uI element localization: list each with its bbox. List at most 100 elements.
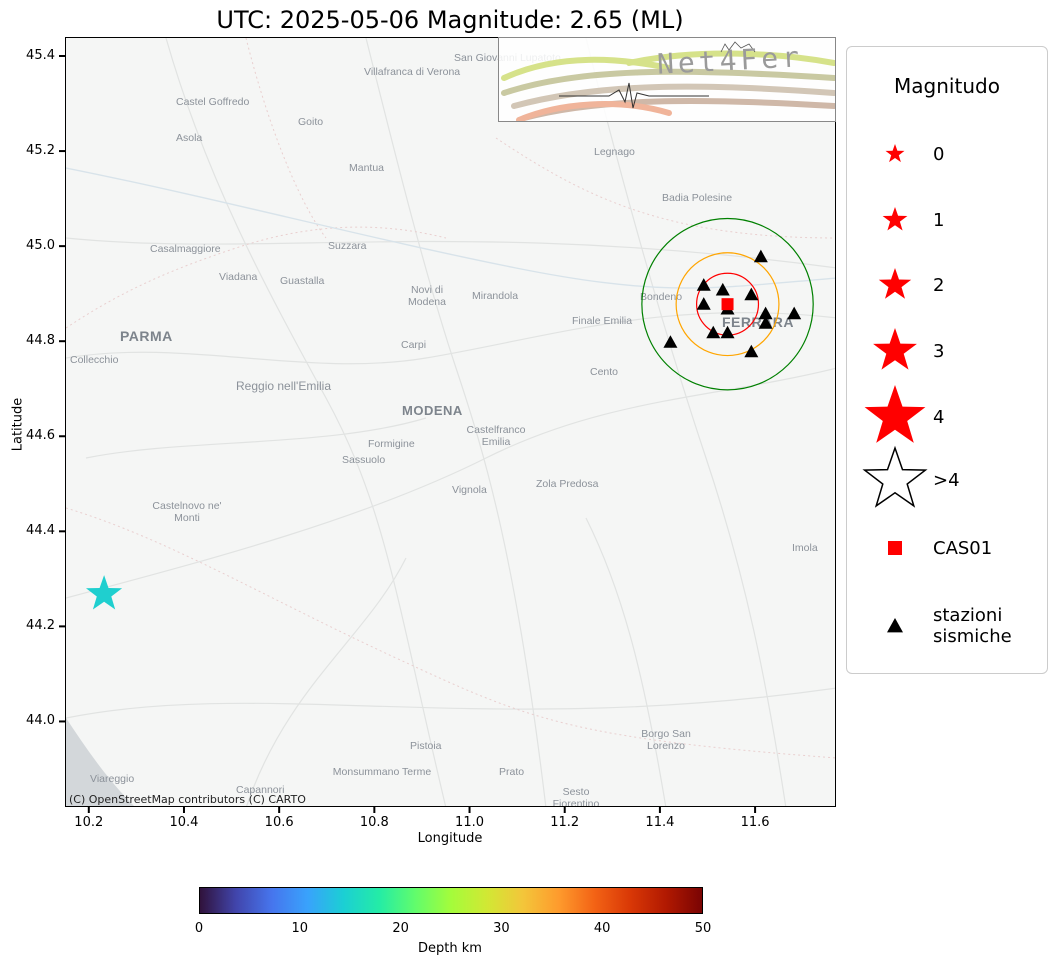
map-label: Suzzara <box>328 240 367 252</box>
y-tick-label: 45.2 <box>26 143 55 159</box>
legend-star-icon <box>882 207 908 231</box>
legend-item-label: CAS01 <box>933 537 993 559</box>
legend-item-label: 2 <box>933 274 945 296</box>
x-tick-label: 10.4 <box>169 815 199 830</box>
colorbar-tick-label: 30 <box>493 921 510 936</box>
net4fer-logo: Net4Fer <box>498 37 836 122</box>
legend-star-icon <box>878 268 912 299</box>
map-label: Goito <box>298 116 324 128</box>
colorbar-tick-label: 50 <box>694 921 712 936</box>
x-tick-label: 11.0 <box>455 815 484 830</box>
seismic-station-marker <box>758 306 773 320</box>
seismic-station-marker <box>663 335 678 348</box>
map-label: Viareggio <box>90 773 135 785</box>
legend-star-icon <box>885 144 905 163</box>
map-label: Formigine <box>368 438 415 450</box>
seismic-overlay <box>86 217 814 610</box>
seismic-station-marker <box>753 249 768 263</box>
seismic-station-marker <box>787 306 802 320</box>
seismic-station-marker <box>715 282 730 296</box>
x-tick-label: 10.6 <box>264 815 294 830</box>
legend-symbols <box>862 144 928 633</box>
x-tick-label: 10.2 <box>74 815 104 830</box>
map-label: MODENA <box>402 403 463 418</box>
legend-item-label: 3 <box>933 340 945 362</box>
basemap-roads <box>66 38 835 806</box>
map-label: Borgo San Lorenzo <box>641 728 691 752</box>
map-label: Zola Predosa <box>536 478 599 490</box>
distance-ring <box>641 217 814 391</box>
depth-colorbar <box>199 887 703 914</box>
map-label: PARMA <box>120 328 173 344</box>
y-axis-label: Latitude <box>10 397 26 452</box>
legend <box>846 46 1048 674</box>
seismic-station-marker <box>758 316 773 329</box>
seismic-station-marker <box>744 287 759 301</box>
map-label: Viadana <box>219 271 258 283</box>
colorbar-tick-label: 10 <box>291 921 309 936</box>
map-label: Sesto Fiorentino <box>552 786 600 807</box>
y-tick-label: 45.4 <box>26 48 55 63</box>
seismic-station-marker <box>720 325 735 339</box>
seismic-station-marker <box>706 325 721 339</box>
map-title: UTC: 2025-05-06 Magnitude: 2.65 (ML) <box>216 6 684 34</box>
legend-star-icon <box>864 385 926 443</box>
map-label: Finale Emilia <box>572 315 633 327</box>
legend-item-label: 4 <box>933 406 945 428</box>
y-tick-label: 44.4 <box>26 523 55 539</box>
y-tick-label: 44.0 <box>26 713 55 729</box>
map-label: Prato <box>499 766 525 778</box>
map-label: Pistoia <box>410 740 442 752</box>
legend-item-label: 1 <box>933 209 945 231</box>
y-tick-label: 44.6 <box>26 428 55 444</box>
seismic-station-marker <box>696 297 711 310</box>
legend-star-outline-icon <box>862 445 928 508</box>
map-label: Sassuolo <box>342 454 386 466</box>
legend-item-label: 0 <box>933 143 945 165</box>
seismic-station-marker <box>696 278 711 291</box>
map-label: Novi di Modena <box>408 284 446 308</box>
legend-star-icon <box>873 328 917 370</box>
map-label: Capannori <box>236 784 285 796</box>
map-label: Reggio nell'Emilia <box>236 379 332 393</box>
legend-item-label: stazioni sismiche <box>933 605 1012 647</box>
map-label: Asola <box>176 132 203 144</box>
map-label: Guastalla <box>280 275 325 287</box>
map-label: Collecchio <box>70 354 119 366</box>
colorbar-tick-label: 0 <box>194 921 204 936</box>
cas01-station-marker <box>721 298 734 311</box>
seismic-station-marker <box>744 344 759 358</box>
map-attribution: (C) OpenStreetMap contributors (C) CARTO <box>69 793 306 806</box>
map-label: Castelnovo ne' Monti <box>152 500 222 524</box>
map-label: FERRARA <box>722 314 794 330</box>
map-label: Legnago <box>594 146 635 158</box>
map-label: Carpi <box>401 339 427 351</box>
map-label: Imola <box>792 542 818 554</box>
map-label: Badia Polesine <box>662 192 733 204</box>
colorbar-tick-label: 40 <box>593 921 611 936</box>
map-label: Castel Goffredo <box>176 96 250 108</box>
map-label: Castelfranco Emilia <box>466 424 526 448</box>
y-tick-label: 44.2 <box>26 618 55 634</box>
legend-title: Magnitudo <box>894 74 1000 98</box>
map-label: Cento <box>590 366 619 378</box>
x-tick-label: 11.4 <box>645 815 675 830</box>
x-tick-label: 10.8 <box>359 815 389 830</box>
x-axis-label: Longitude <box>417 831 483 846</box>
x-tick-label: 11.6 <box>740 815 770 830</box>
distance-ring <box>675 252 780 357</box>
epicenter-star <box>86 575 123 610</box>
x-tick-label: 11.2 <box>550 815 580 830</box>
legend-square-icon <box>888 541 902 555</box>
map-label: Mirandola <box>472 290 519 302</box>
y-tick-label: 45.0 <box>26 238 55 254</box>
map-label: Casalmaggiore <box>150 243 221 255</box>
map-label: Monsummano Terme <box>332 766 432 778</box>
map-label: Bondeno <box>640 291 683 303</box>
colorbar-label: Depth km <box>418 941 482 956</box>
colorbar-tick-label: 20 <box>392 921 409 936</box>
legend-triangle-icon <box>887 618 903 633</box>
y-tick-label: 44.8 <box>26 333 55 349</box>
map-label: Villafranca di Verona <box>364 66 461 78</box>
